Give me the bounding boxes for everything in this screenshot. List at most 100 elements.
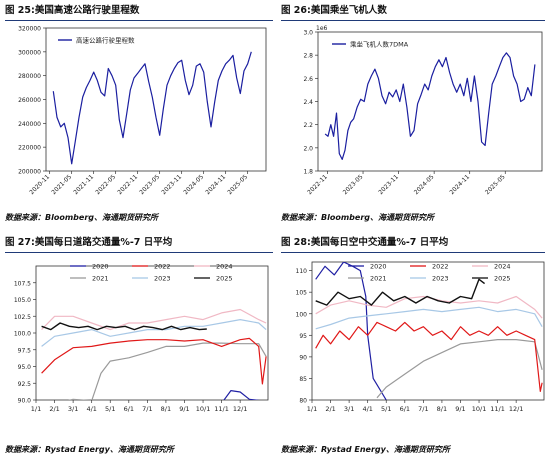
x-tick-label: 4/1 [362,405,372,413]
x-tick-label: 10/1 [472,405,487,413]
chart-source: 数据来源：Bloomberg、海通期货研究所 [5,213,158,222]
x-tick-label: 6/1 [400,405,410,413]
series-line-2024 [41,308,267,331]
x-tick-label: 7/1 [142,405,152,413]
x-tick-label: 2025-05 [484,173,507,196]
x-tick-label: 2/1 [49,405,59,413]
legend-label: 2025 [216,275,233,283]
chart-title: 图 27:美国每日道路交通量%-7 日平均 [5,234,273,253]
x-tick-label: 2021-05 [50,173,73,196]
y-tick-label: 280000 [18,73,41,80]
chart-title: 图 25:美国高速公路行驶里程数 [5,2,273,21]
y-tick-label: 240000 [18,121,41,128]
chart-svg-28: 80 85 90 95 100 105 110 1/1 2/1 3/1 4/1 5/1 6/1 7/1 8/… [296,261,545,413]
legend-label: 2020 [92,263,109,271]
series-line-2022 [41,337,267,385]
x-tick-label: 10/1 [196,405,211,413]
x-tick-label: 5/1 [381,405,391,413]
y-tick-label: 80 [299,398,307,405]
plot-frame [311,261,545,401]
chart-svg-27: 90.0 92.5 95.0 97.5 100.0 102.5 105.0 107.5 1/1 2… [14,263,269,413]
series-line-2024 [315,295,543,319]
y-tick-label: 95 [299,333,307,340]
x-tick-label: 8/1 [437,405,447,413]
y-tick-label: 320000 [18,26,41,33]
series-line-2025 [315,278,486,306]
x-tick-label: 6/1 [124,405,134,413]
x-tick-label: 2024-05 [413,173,436,196]
x-tick-label: 3/1 [68,405,78,413]
series-line-2020 [315,262,387,400]
x-tick-label: 7/1 [418,405,428,413]
y-tick-label: 2.4 [303,99,313,106]
x-tick-label: 9/1 [179,405,189,413]
x-tick-label: 1/1 [31,405,41,413]
legend-label: 2025 [494,275,511,283]
x-tick-label: 11/1 [490,405,505,413]
y-offset-label: 1e6 [316,25,328,32]
x-tick-label: 2/1 [325,405,335,413]
y-tick-label: 2.8 [303,53,313,60]
y-tick-label: 3.0 [303,30,313,37]
y-tick-label: 102.5 [14,314,31,321]
legend-label: 2023 [432,275,449,283]
legend-label: 2021 [370,275,387,283]
y-tick-label: 90.0 [18,398,32,405]
x-tick-label: 2020-11 [28,173,51,196]
x-tick-label: 11/1 [214,405,229,413]
x-tick-label: 2022-11 [306,173,329,196]
x-tick-label: 12/1 [233,405,248,413]
x-tick-label: 2024-11 [204,173,227,196]
y-tick-label: 97.5 [18,347,32,354]
x-tick-label: 5/1 [105,405,115,413]
y-tick-label: 90 [299,354,307,361]
chart-title: 图 28:美国每日空中交通量%-7 日平均 [281,234,545,253]
x-tick-label: 2022-05 [94,173,117,196]
series-line-2021 [67,342,267,400]
legend-label: 2024 [216,263,233,271]
x-tick-label: 2023-11 [160,173,183,196]
x-tick-label: 2023-05 [138,173,161,196]
series-line-2020 [223,390,261,400]
series-group [324,52,536,160]
x-tick-label: 1/1 [307,405,317,413]
chart-title: 图 26:美国乘坐飞机人数 [281,2,545,21]
chart-source: 数据来源：Rystad Energy、海通期货研究所 [281,445,450,454]
y-tick-label: 110 [296,268,308,275]
series-line-高速公路行驶里程数 [52,51,252,165]
y-tick-label: 2.0 [303,145,313,152]
y-tick-label: 105.0 [14,297,31,304]
x-tick-label: 9/1 [455,405,465,413]
series-group [52,51,252,165]
chart-svg-25: 200000 220000 240000 260000 280000 300000 3200… [18,26,267,196]
y-tick-label: 92.5 [18,381,32,388]
plot-frame [45,27,267,172]
y-tick-label: 300000 [18,49,41,56]
x-tick-label: 12/1 [509,405,524,413]
y-tick-label: 260000 [18,97,41,104]
y-tick-label: 2.6 [303,76,313,83]
series-group [41,308,267,400]
series-group [315,262,543,400]
y-tick-label: 1.8 [303,169,313,176]
plot-frame [317,31,543,172]
series-line-乘坐飞机人数7DMA [324,52,536,160]
legend-label: 2023 [154,275,171,283]
series-line-2022 [315,321,543,392]
legend-label: 2020 [370,263,387,271]
series-line-2023 [315,306,543,330]
legend-label: 2022 [154,263,171,271]
y-tick-label: 200000 [18,169,41,176]
x-tick-label: 2023-05 [342,173,365,196]
y-tick-label: 220000 [18,145,41,152]
y-tick-label: 100.0 [14,331,31,338]
series-line-2025 [41,322,207,331]
legend-label: 2024 [494,263,511,271]
series-line-2023 [41,318,267,347]
y-tick-label: 85 [299,376,307,383]
legend-label: 高速公路行驶里程数 [76,36,135,45]
y-tick-label: 107.5 [14,280,31,287]
legend-label: 乘坐飞机人数7DMA [350,40,409,49]
x-tick-label: 2025-05 [226,173,249,196]
